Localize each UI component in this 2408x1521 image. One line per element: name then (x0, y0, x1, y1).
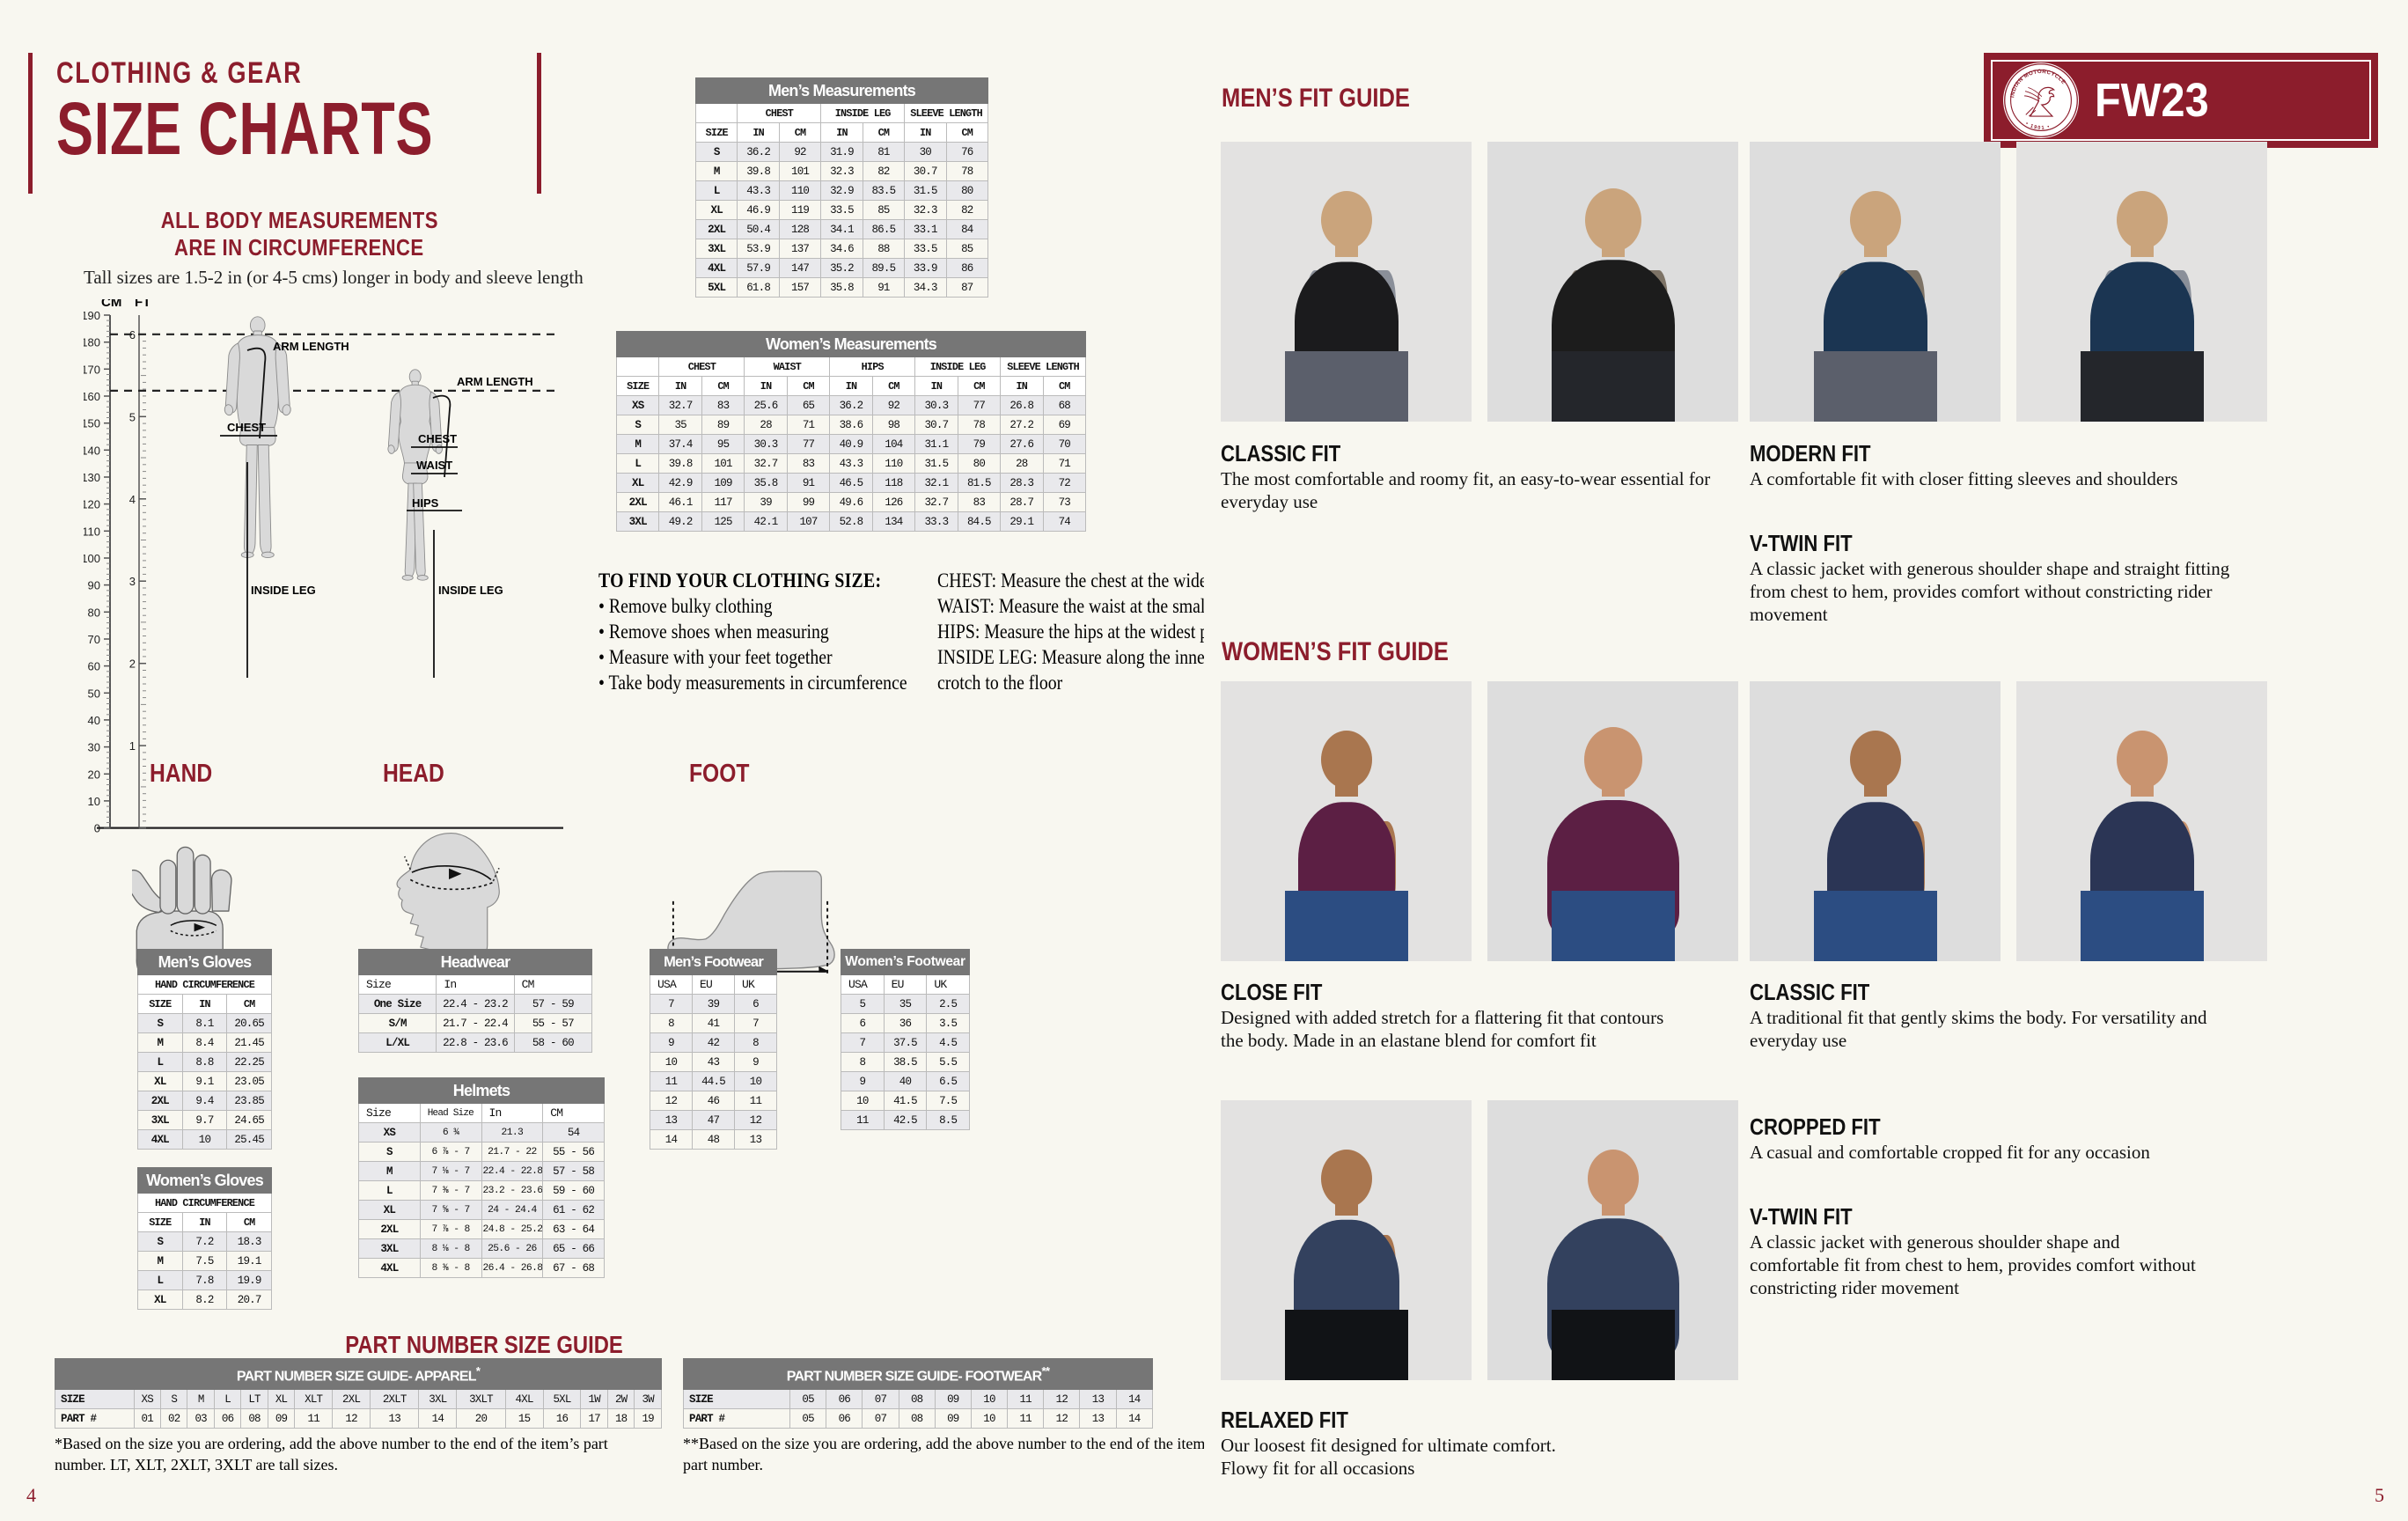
svg-text:20: 20 (88, 768, 100, 781)
svg-text:CHEST: CHEST (418, 432, 457, 445)
svg-text:100: 100 (84, 552, 100, 565)
svg-text:70: 70 (88, 633, 100, 646)
svg-text:INSIDE LEG: INSIDE LEG (438, 584, 503, 597)
svg-text:170: 170 (84, 363, 100, 376)
svg-text:1: 1 (129, 739, 136, 753)
svg-text:40: 40 (88, 714, 100, 727)
svg-text:60: 60 (88, 660, 100, 673)
svg-text:ARM LENGTH: ARM LENGTH (273, 340, 349, 353)
svg-text:HIPS: HIPS (412, 496, 439, 510)
svg-text:110: 110 (84, 525, 100, 538)
svg-text:140: 140 (84, 444, 100, 457)
svg-text:ARM LENGTH: ARM LENGTH (457, 375, 533, 388)
svg-text:5: 5 (129, 410, 136, 423)
svg-text:120: 120 (84, 498, 100, 511)
svg-text:FT: FT (135, 299, 150, 310)
svg-text:50: 50 (88, 687, 100, 700)
svg-text:90: 90 (88, 579, 100, 592)
svg-text:INSIDE LEG: INSIDE LEG (251, 584, 316, 597)
svg-text:150: 150 (84, 417, 100, 430)
svg-text:80: 80 (88, 606, 100, 619)
svg-text:30: 30 (88, 741, 100, 754)
svg-text:190: 190 (84, 309, 100, 322)
svg-text:2: 2 (129, 658, 136, 671)
svg-text:WAIST: WAIST (416, 459, 452, 472)
svg-text:0: 0 (94, 822, 100, 835)
svg-text:CM: CM (101, 299, 121, 310)
svg-text:10: 10 (88, 795, 100, 808)
svg-text:3: 3 (129, 575, 136, 588)
svg-text:130: 130 (84, 471, 100, 484)
svg-text:160: 160 (84, 390, 100, 403)
svg-text:4: 4 (129, 493, 136, 506)
svg-text:CHEST: CHEST (227, 421, 266, 434)
svg-text:180: 180 (84, 336, 100, 349)
